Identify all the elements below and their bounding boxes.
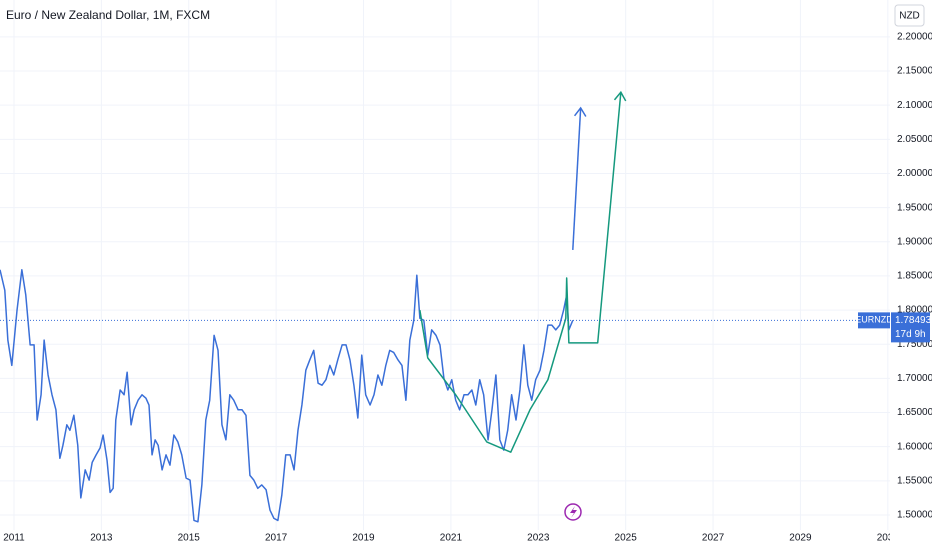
y-tick-label: 1.60000 [897,441,932,452]
y-tick-label: 1.75000 [897,339,932,350]
arrow-head [613,90,627,102]
y-tick-label: 2.20000 [897,32,932,43]
x-tick-label: 2013 [90,533,113,544]
symbol-box [858,312,890,329]
arrow-head [573,106,587,117]
x-tick-label: 2017 [265,533,288,544]
y-tick-label: 2.15000 [897,66,932,77]
x-tick-label: 2021 [440,533,463,544]
x-axis: 2011 2013 2015 2017 2019 2021 2023 2025 2027 2029… [3,533,900,544]
y-axis: 2.20000 2.15000 2.10000 2.05000 2.00000 1.950… [897,32,932,521]
chart-title: Euro / New Zealand Dollar, 1M, FXCM [6,8,210,22]
y-tick-label: 1.90000 [897,236,932,247]
drawing-line [419,92,622,453]
y-tick-label: 1.70000 [897,373,932,384]
price-label: 1.78493 [895,315,932,326]
y-tick-label: 1.85000 [897,271,932,282]
currency-box[interactable] [894,4,925,27]
x-tick-label: 2015 [178,533,201,544]
y-tick-label: 1.80000 [897,305,932,316]
countdown-label: 17d 9h [895,329,926,340]
y-tick-label: 1.50000 [897,510,932,521]
y-tick-label: 2.10000 [897,100,932,111]
price-line [0,269,574,523]
x-tick-label: 2011 [3,533,25,544]
y-tick-label: 1.55000 [897,475,932,486]
currency[interactable]: NZD [899,11,920,22]
x-tick-label: 2031 [877,533,900,544]
lightning [570,506,577,518]
x-tick-label: 2029 [789,533,812,544]
symbol-label: EURNZD [855,315,893,325]
plot [0,90,890,523]
grid [0,0,890,530]
x-tick-label: 2025 [615,533,638,544]
price-box [891,312,930,343]
y-tick-label: 1.95000 [897,202,932,213]
y-tick-label: 1.65000 [897,407,932,418]
x-tick-label: 2027 [702,533,725,544]
x-tick-label: 2023 [527,533,550,544]
x-tick-label: 2019 [352,533,375,544]
drawing-line [572,107,582,251]
y-tick-label: 2.05000 [897,134,932,145]
y-tick-label: 2.00000 [897,168,932,179]
